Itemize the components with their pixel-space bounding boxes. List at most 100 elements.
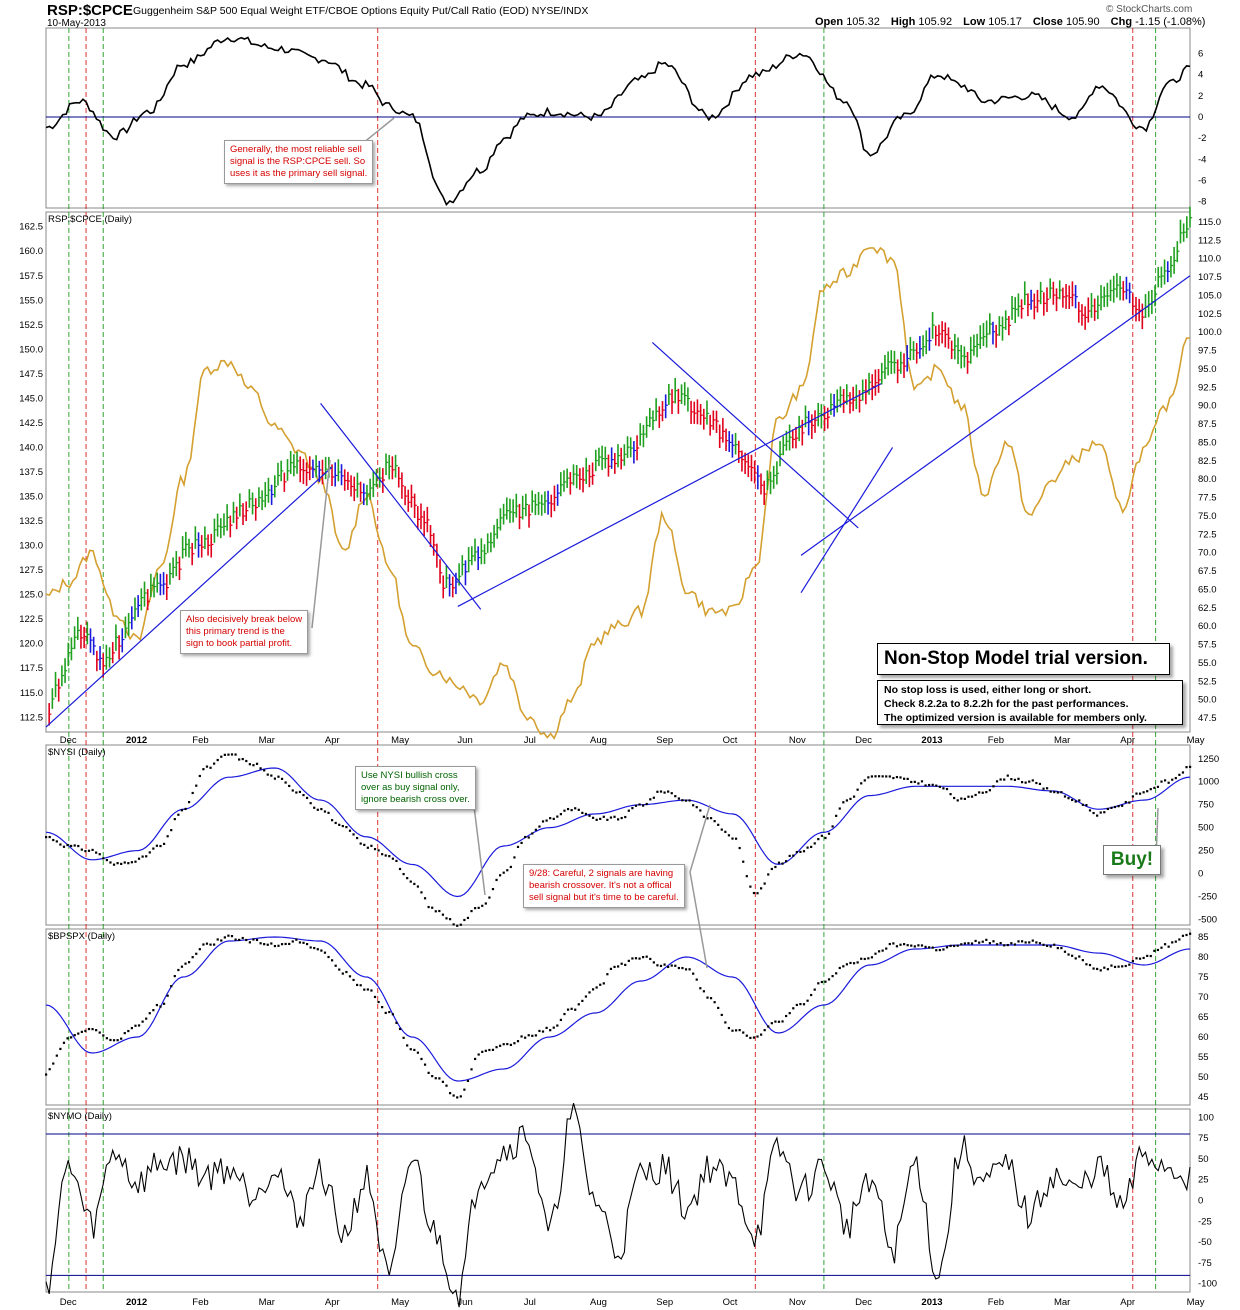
nymo-month-label: 2012	[126, 1297, 147, 1308]
nysi-dot	[305, 796, 309, 800]
nysi-dot	[949, 793, 952, 796]
nysi-dot	[992, 785, 995, 788]
nysi-dot	[109, 861, 112, 864]
bpspx-dot	[667, 965, 670, 969]
bpspx-dot	[216, 938, 219, 941]
bpspx-dot	[448, 1092, 452, 1095]
price-tick-label-left: 147.5	[19, 369, 43, 380]
nysi-dot	[409, 880, 412, 883]
nysi-dot	[295, 791, 298, 794]
bpspx-dot	[241, 936, 244, 940]
bpspx-dot	[742, 1031, 745, 1034]
bpspx-dot	[295, 938, 298, 941]
nysi-dot	[95, 851, 98, 854]
bpspx-dot	[727, 1026, 731, 1030]
nysi-note-line: ignore bearish cross over.	[361, 794, 470, 805]
nysi-dot	[341, 824, 344, 828]
nysi-dot	[1060, 791, 1063, 794]
bpspx-dot	[674, 964, 677, 967]
nysi-dot	[1071, 798, 1074, 802]
bpspx-dot	[1106, 968, 1109, 971]
model-info-line: Check 8.2.2a to 8.2.2h for the past perf…	[884, 698, 1129, 710]
nysi-dot	[663, 791, 666, 794]
bpspx-dot	[652, 961, 655, 964]
nysi-dot	[541, 820, 545, 823]
bpspx-dot	[373, 995, 377, 999]
nysi-dot	[416, 885, 419, 888]
bpspx-dot	[152, 1009, 155, 1012]
bpspx-dot	[531, 1034, 534, 1037]
nysi-dot	[624, 815, 627, 819]
bpspx-dot	[1017, 940, 1020, 943]
bpspx-dot	[745, 1034, 748, 1037]
nysi-dot	[781, 862, 784, 865]
bpspx-dot	[1113, 965, 1117, 969]
nysi-dot	[491, 887, 495, 891]
bpspx-dot	[1063, 950, 1067, 953]
bpspx-dot	[852, 962, 856, 965]
bpspx-dot	[688, 968, 691, 971]
bpspx-dot	[734, 1029, 738, 1032]
nysi-dot	[1185, 766, 1188, 769]
bpspx-dot	[520, 1035, 523, 1038]
nysi-dot	[688, 799, 691, 802]
nysi-dot	[1135, 792, 1138, 795]
nysi-dot	[713, 820, 716, 823]
nysi-dot	[1024, 781, 1027, 784]
nysi-dot	[545, 819, 548, 822]
nysi-dot	[180, 809, 184, 812]
nysi-dot	[870, 775, 874, 778]
nymo-line	[45, 1103, 1191, 1308]
nysi-dot	[195, 784, 198, 787]
nysi-note-line: over as buy signal only,	[361, 782, 460, 793]
nysi-dot	[316, 808, 319, 811]
nysi-dot	[459, 923, 462, 926]
bpspx-dot	[1035, 941, 1038, 944]
nysi-dot	[398, 867, 402, 871]
price-tick-label-left: 115.0	[20, 688, 43, 699]
bpspx-dot	[1085, 963, 1088, 966]
nysi-dot	[1006, 774, 1009, 777]
bpspx-dot	[166, 994, 169, 997]
careful-note: 9/28: Careful, 2 signals are having bear…	[523, 864, 685, 908]
price-tick-label-right: 97.5	[1198, 346, 1217, 357]
nysi-dot	[137, 857, 141, 860]
price-panel-title: RSP:$CPCE (Daily)	[48, 214, 132, 225]
bpspx-dot	[995, 943, 999, 946]
price-tick-label-right: 50.0	[1198, 695, 1217, 706]
bpspx-dot	[87, 1027, 91, 1031]
bpspx-dot	[109, 1038, 112, 1042]
nysi-cross-note: Use NYSI bullish cross over as buy signa…	[355, 766, 476, 810]
bpspx-dot	[634, 957, 638, 960]
bpspx-dot	[659, 964, 663, 968]
bpspx-tick-label: 45	[1198, 1092, 1209, 1103]
nysi-dot	[1128, 801, 1131, 804]
trendline	[45, 466, 333, 728]
nysi-dot	[1078, 799, 1081, 802]
nysi-dot	[1056, 791, 1059, 794]
open-value: 105.32	[846, 16, 880, 28]
nysi-dot	[677, 797, 680, 800]
nysi-dot	[556, 815, 559, 818]
bpspx-dot	[549, 1029, 552, 1032]
bpspx-dot	[738, 1029, 741, 1032]
bpspx-dot	[1081, 959, 1084, 962]
nysi-dot	[155, 844, 159, 847]
bpspx-dot	[863, 957, 866, 961]
nysi-dot	[931, 783, 934, 786]
nymo-panel-title: $NYMO (Daily)	[48, 1111, 112, 1122]
nysi-dot	[877, 775, 881, 778]
close-label: Close	[1032, 16, 1063, 28]
bpspx-dot	[162, 1002, 166, 1005]
oscillator-tick-label: -4	[1198, 154, 1206, 165]
nysi-dot	[395, 859, 398, 863]
nysi-dot	[745, 875, 748, 878]
bpspx-dot	[609, 967, 613, 970]
nysi-dot	[645, 802, 648, 806]
bpspx-dot	[509, 1043, 512, 1047]
price-tick-label-left: 135.0	[19, 492, 43, 503]
nysi-dot	[1178, 773, 1181, 776]
nysi-dot	[216, 758, 219, 762]
price-tick-label-left: 137.5	[19, 467, 43, 478]
bpspx-dot	[1006, 943, 1009, 947]
